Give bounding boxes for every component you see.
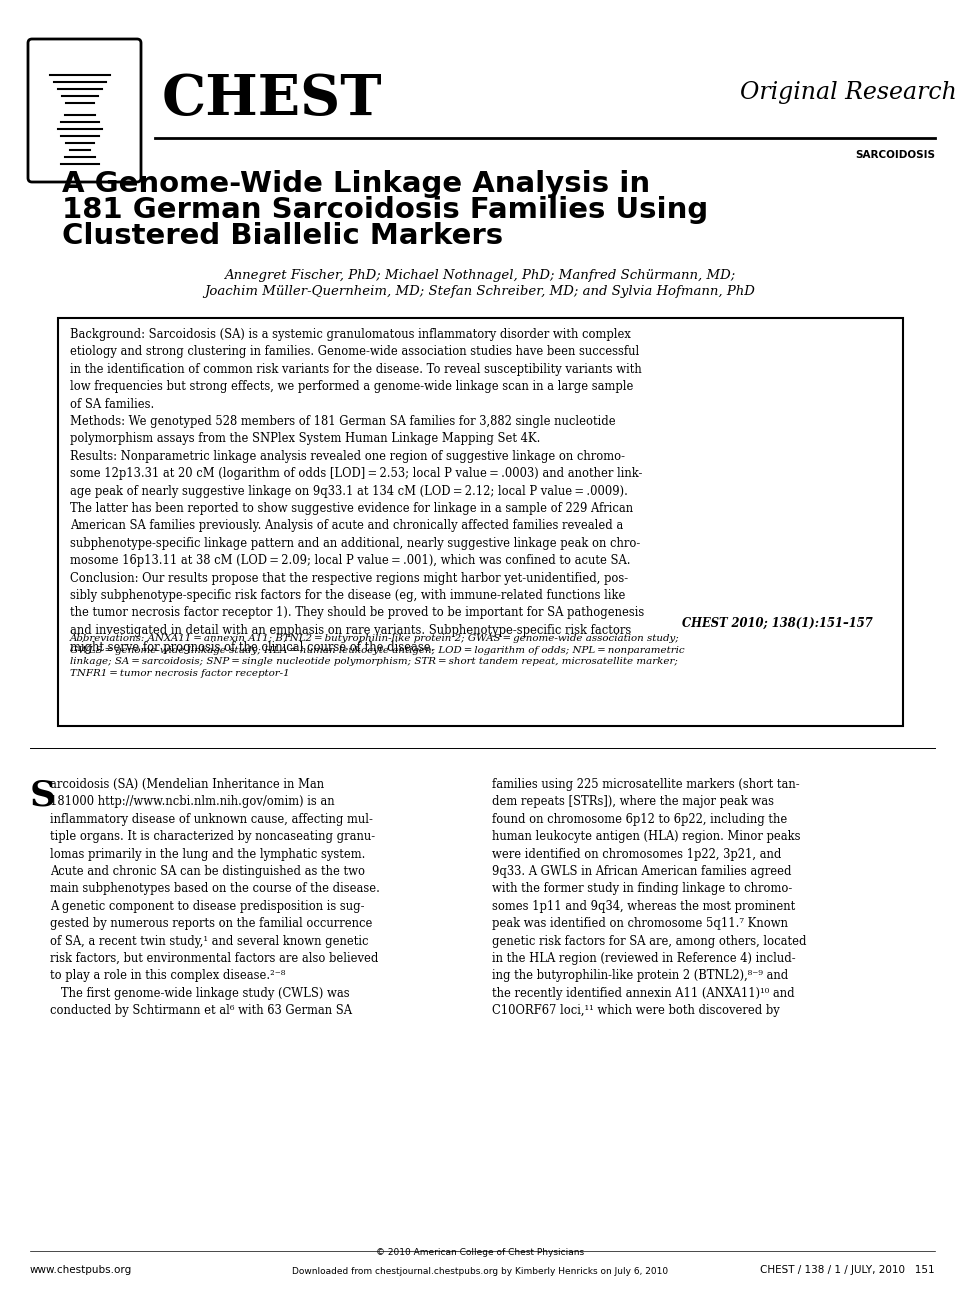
Text: Downloaded from chestjournal.chestpubs.org by Kimberly Henricks on July 6, 2010: Downloaded from chestjournal.chestpubs.o… (292, 1267, 668, 1276)
Text: arcoidosis (SA) (Mendelian Inheritance in Man
181000 http://www.ncbi.nlm.nih.gov: arcoidosis (SA) (Mendelian Inheritance i… (50, 778, 380, 1018)
Text: 181 German Sarcoidosis Families Using: 181 German Sarcoidosis Families Using (62, 196, 708, 224)
FancyBboxPatch shape (28, 39, 141, 182)
Text: families using 225 microsatellite markers (short tan-
dem repeats [STRs]), where: families using 225 microsatellite marker… (492, 778, 806, 1018)
FancyBboxPatch shape (58, 319, 903, 726)
Text: CHEST: CHEST (162, 72, 383, 128)
Text: Clustered Biallelic Markers: Clustered Biallelic Markers (62, 222, 503, 250)
Text: A Genome-Wide Linkage Analysis in: A Genome-Wide Linkage Analysis in (62, 170, 650, 197)
Text: CHEST 2010; 138(1):151–157: CHEST 2010; 138(1):151–157 (683, 617, 873, 630)
Text: SARCOIDOSIS: SARCOIDOSIS (855, 150, 935, 160)
Text: © 2010 American College of Chest Physicians: © 2010 American College of Chest Physici… (376, 1247, 584, 1256)
Text: Joachim Müller-Quernheim, MD; Stefan Schreiber, MD; and Sylvia Hofmann, PhD: Joachim Müller-Quernheim, MD; Stefan Sch… (204, 285, 756, 298)
Text: Background: Sarcoidosis (SA) is a systemic granulomatous inflammatory disorder w: Background: Sarcoidosis (SA) is a system… (70, 328, 644, 654)
Text: www.chestpubs.org: www.chestpubs.org (30, 1265, 132, 1275)
Text: Annegret Fischer, PhD; Michael Nothnagel, PhD; Manfred Schürmann, MD;: Annegret Fischer, PhD; Michael Nothnagel… (225, 268, 735, 281)
Text: Abbreviations: ANXA11 = annexin A11; BTNL2 = butyrophilin-like protein 2; GWAS =: Abbreviations: ANXA11 = annexin A11; BTN… (70, 633, 684, 679)
Text: CHEST / 138 / 1 / JULY, 2010   151: CHEST / 138 / 1 / JULY, 2010 151 (760, 1265, 935, 1275)
Text: Original Research: Original Research (740, 81, 957, 104)
Text: S: S (30, 778, 56, 811)
